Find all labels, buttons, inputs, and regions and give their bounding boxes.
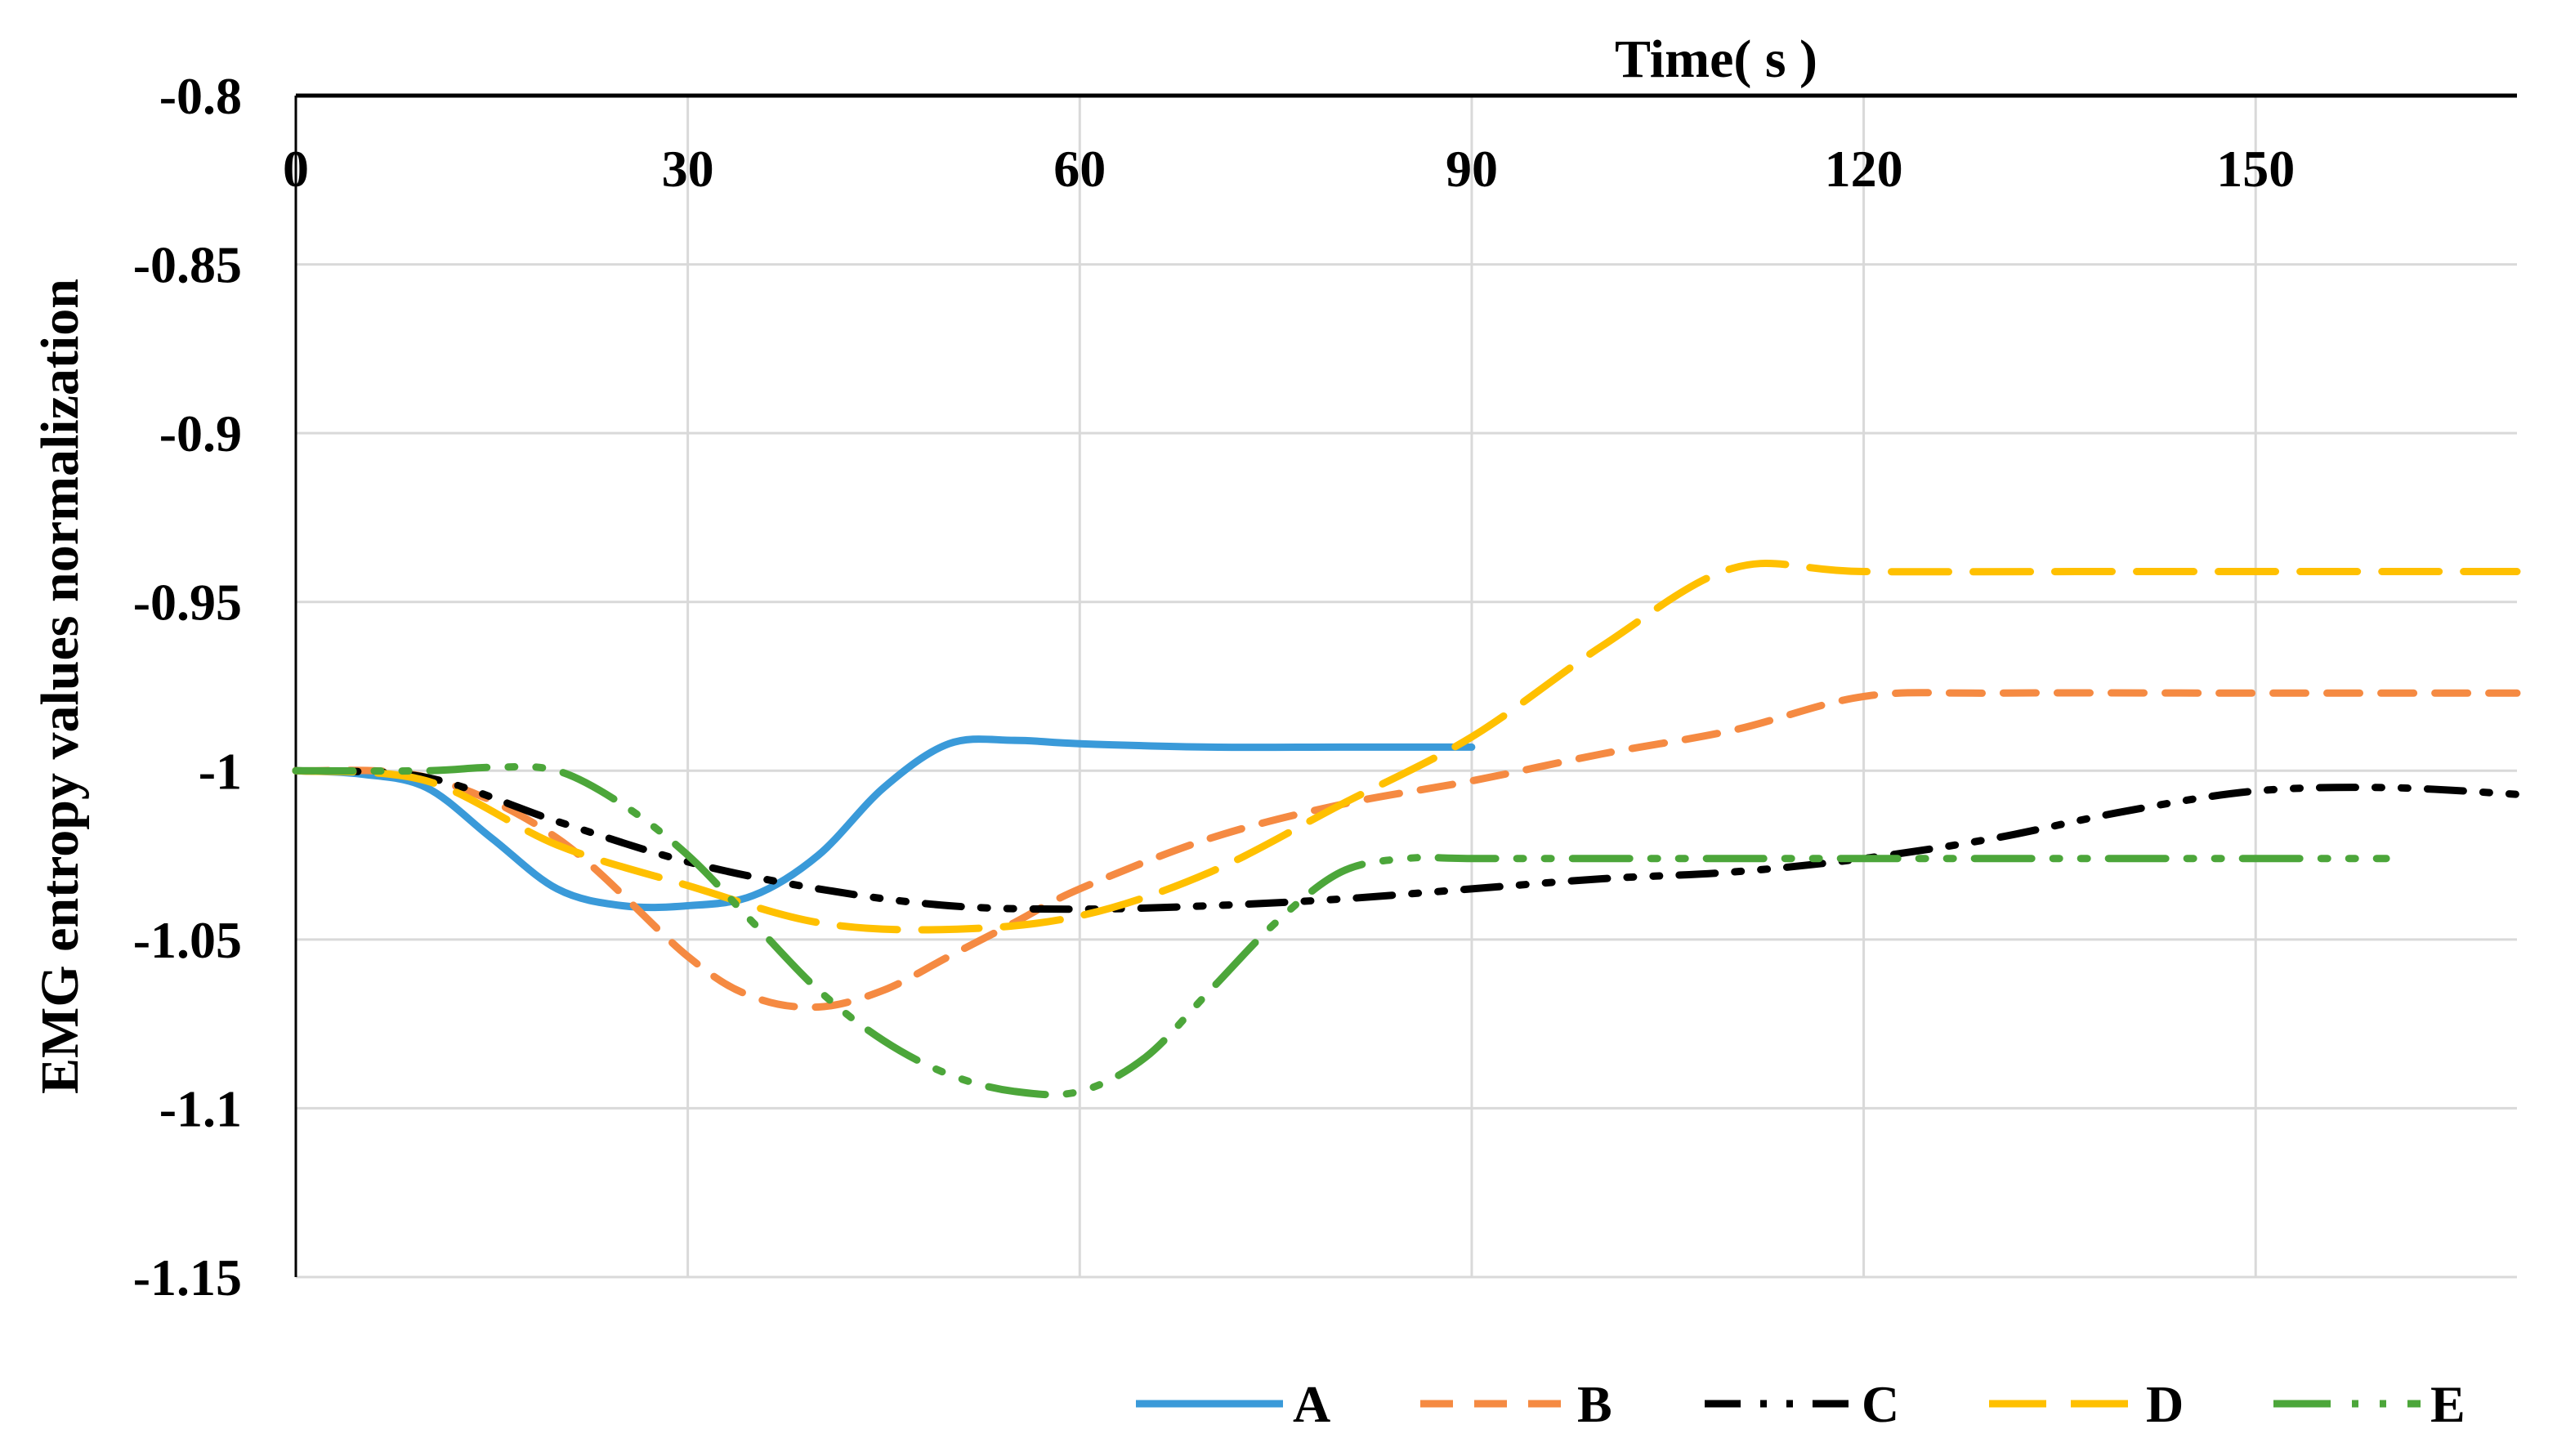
y-tick-label: -1.1 [159,1079,242,1137]
legend-label: D [2146,1375,2184,1433]
x-tick-label: 90 [1446,140,1498,198]
y-tick-label: -0.95 [133,574,242,632]
y-tick-label: -0.8 [159,67,242,125]
label-layer: Time( s ) EMG entropy values normalizati… [30,29,1817,1094]
x-tick-label: 120 [1825,140,1903,198]
x-axis-title: Time( s ) [1615,29,1817,89]
x-tick-label: 150 [2216,140,2295,198]
series-line-e [292,762,2390,1099]
y-tick-label: -0.85 [133,236,242,294]
series-line-a [292,735,1476,912]
legend-label: E [2430,1375,2465,1433]
legend-item-e: E [2273,1375,2465,1433]
legend-item-c: C [1705,1375,1899,1433]
axis-layer: -0.8-0.85-0.9-0.95-1-1.05-1.1-1.150 30 60 9… [133,67,2517,1306]
y-tick-label: -1.15 [133,1248,242,1306]
legend-item-d: D [1989,1375,2184,1433]
y-tick-label: -1 [199,742,242,800]
legend-label: C [1862,1375,1899,1433]
x-tick-label: 60 [1053,140,1106,198]
legend-label: B [1577,1375,1612,1433]
x-tick-label: 30 [662,140,714,198]
y-tick-label: -0.9 [159,404,242,462]
grid-layer [294,94,2517,1279]
legend-item-b: B [1420,1375,1612,1433]
series-line-d [292,560,2521,934]
series-layer [292,560,2521,1099]
legend-label: A [1293,1375,1330,1433]
series-line-b [292,689,2521,1012]
y-tick-label: -1.05 [133,911,242,969]
legend-item-a: A [1136,1375,1330,1433]
y-axis-title: EMG entropy values normalization [30,279,90,1094]
series-line-c [292,766,2521,913]
legend: A B C D E [1136,1375,2465,1433]
